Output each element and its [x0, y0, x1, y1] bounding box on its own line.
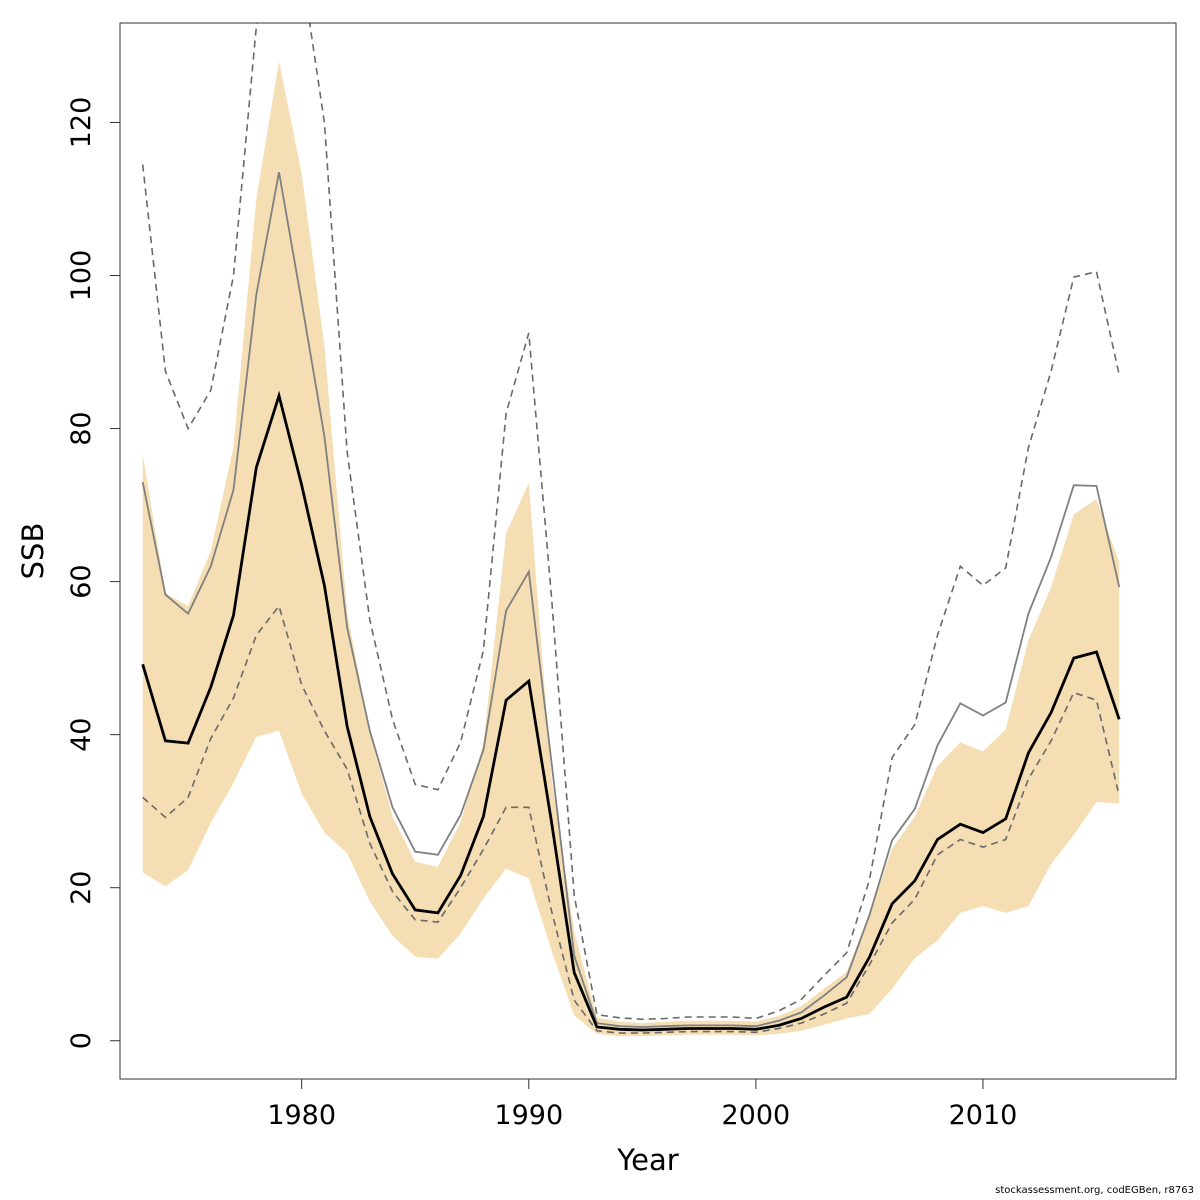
- ssb-estimate-line: [141, 390, 1121, 1032]
- y-axis-label: SSB: [16, 523, 50, 580]
- y-tick-label: 40: [66, 718, 97, 752]
- x-axis: 1980 1990 2000 2010: [267, 1079, 1017, 1131]
- plot-frame: [119, 22, 1177, 1080]
- x-tick-label: 2010: [949, 1100, 1018, 1131]
- y-tick-label: 100: [66, 250, 97, 302]
- previous-lower-dashed-line: [142, 604, 1120, 1034]
- x-tick-label: 1980: [267, 1100, 336, 1131]
- chart-marks: [141, 23, 1121, 1037]
- y-tick-label: 20: [66, 871, 97, 905]
- y-tick-label: 120: [66, 97, 97, 149]
- footer-credit: stockassessment.org, codEGBen, r8763: [995, 1185, 1194, 1196]
- y-tick-label: 80: [66, 411, 97, 445]
- confidence-band: [142, 61, 1120, 1037]
- previous-estimate-line: [141, 172, 1121, 1028]
- x-axis-label: Year: [616, 1143, 678, 1177]
- x-tick-label: 2000: [722, 1100, 791, 1131]
- previous-upper-dashed-line: [141, 23, 1120, 1021]
- y-axis: 0 20 40 60 80 100 120: [66, 97, 120, 1049]
- x-tick-label: 1990: [494, 1100, 563, 1131]
- y-tick-label: 0: [66, 1032, 97, 1049]
- y-tick-label: 60: [66, 564, 97, 598]
